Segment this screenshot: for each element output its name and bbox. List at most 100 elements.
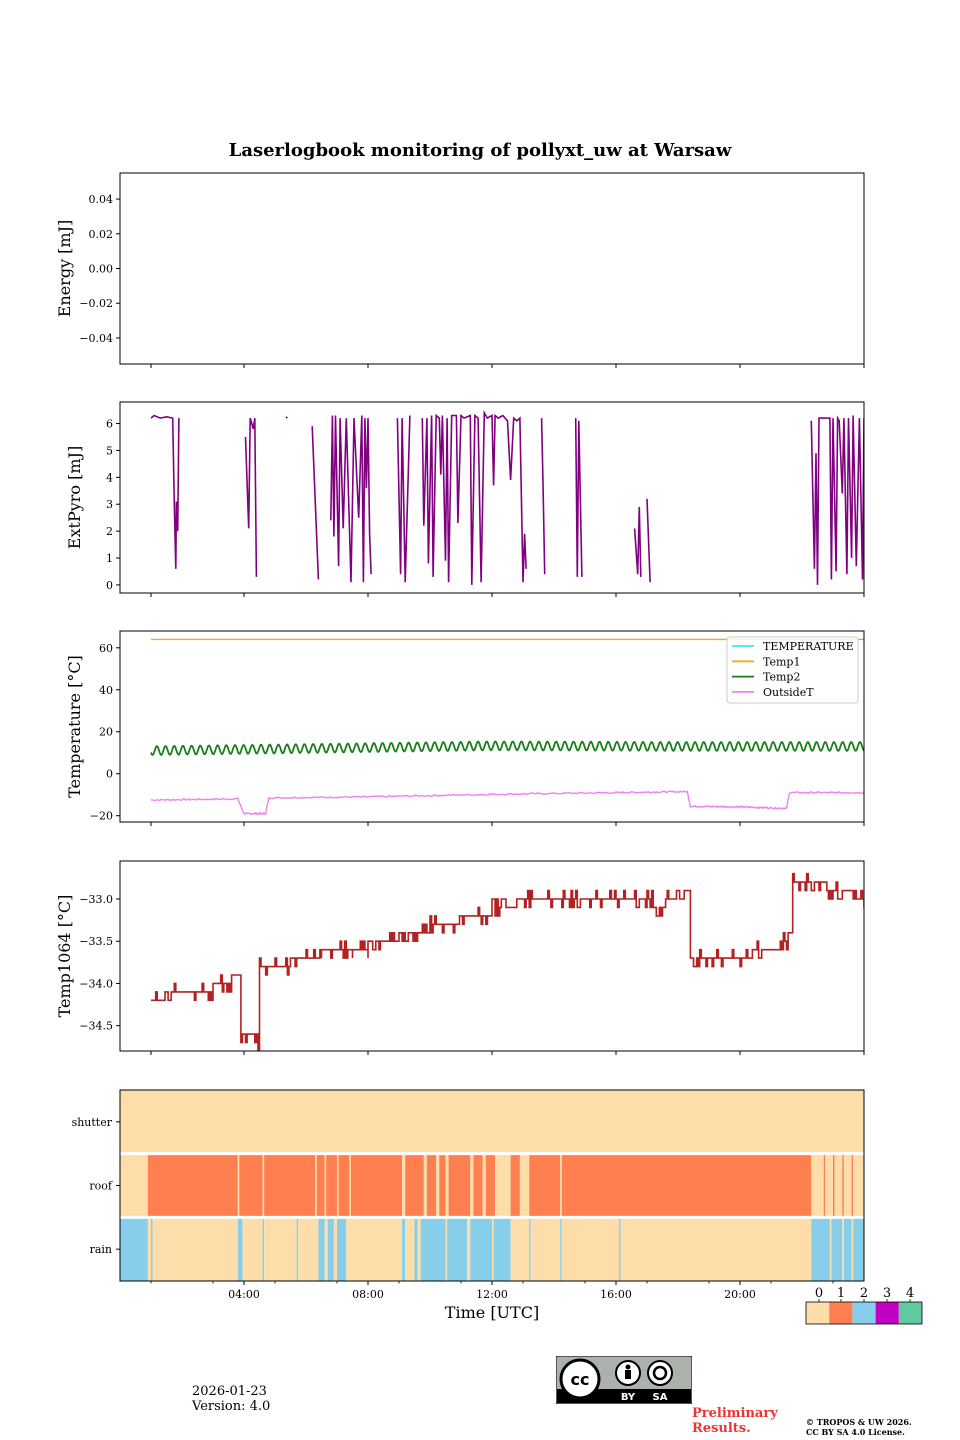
colorbar-swatch	[898, 1302, 922, 1324]
status-cell-rain	[120, 1217, 148, 1281]
row-label-roof: roof	[89, 1180, 113, 1193]
series-ExtPyro	[285, 416, 288, 419]
colorbar-label: 1	[837, 1286, 845, 1301]
series-ExtPyro	[396, 415, 411, 583]
status-cell-roof	[485, 1153, 496, 1218]
series-ExtPyro	[311, 426, 320, 580]
status-cell-rain	[333, 1217, 337, 1281]
ytick-label: 40	[99, 684, 113, 697]
xtick-label: 20:00	[724, 1288, 756, 1301]
colorbar-label: 2	[860, 1286, 868, 1301]
sa-icon	[647, 1360, 673, 1386]
legend-label-Temp1: Temp1	[763, 655, 800, 668]
status-cell-roof	[315, 1153, 317, 1218]
status-cell-roof	[482, 1153, 486, 1218]
plot-area-extpyro	[150, 409, 864, 585]
status-cell-rain	[346, 1217, 403, 1281]
status-cell-roof	[237, 1153, 240, 1218]
status-cell-rain	[842, 1217, 844, 1281]
series-OutsideT	[150, 790, 864, 816]
status-cell-rain	[510, 1217, 530, 1281]
panel-status: 04:00 08:00 12:00 16:00 20:00 shutter roof rain…	[72, 1089, 865, 1322]
status-cell-rain	[467, 1217, 471, 1281]
status-cell-roof	[823, 1153, 826, 1218]
ylabel-temp1064: Temp1064 [°C]	[55, 895, 74, 1018]
status-cell-roof	[436, 1153, 440, 1218]
ytick-label: 0.04	[89, 193, 114, 206]
axes-frame	[119, 630, 865, 823]
status-cell-rain	[851, 1217, 854, 1281]
status-cell-rain	[445, 1217, 448, 1281]
ytick-label: 3	[106, 498, 113, 511]
ytick-label: 0	[106, 579, 113, 592]
colorbar-swatch	[875, 1302, 899, 1324]
status-cell-roof	[405, 1153, 424, 1218]
ytick-label: 5	[106, 444, 113, 457]
preliminary-line2: Results.	[692, 1421, 751, 1436]
status-cell-shutter	[120, 1090, 864, 1154]
status-cell-rain	[530, 1217, 561, 1281]
legend-box	[726, 636, 859, 704]
status-cell-rain	[242, 1217, 263, 1281]
ylabel-energy: Energy [mJ]	[55, 220, 74, 318]
status-cell-roof	[264, 1153, 316, 1218]
status-cell-roof	[825, 1153, 833, 1218]
xtick-label: 04:00	[228, 1288, 260, 1301]
ytick-label: −0.04	[79, 332, 113, 345]
status-cell-roof	[147, 1153, 238, 1218]
status-cell-rain	[417, 1217, 421, 1281]
status-cell-roof	[316, 1153, 325, 1218]
cc-license-badge[interactable]: cc BY SA	[556, 1356, 692, 1404]
axes-frame	[119, 1089, 865, 1282]
status-cell-roof	[561, 1153, 812, 1218]
copyright-line2: CC BY SA 4.0 License.	[806, 1427, 905, 1437]
plot-area-temp1064	[151, 872, 864, 1051]
status-cell-roof	[324, 1153, 327, 1218]
status-cell-rain	[529, 1217, 531, 1281]
status-cell-roof	[853, 1153, 864, 1218]
status-cell-roof	[529, 1153, 561, 1218]
status-cell-rain	[147, 1217, 151, 1281]
status-cell-rain	[811, 1217, 830, 1281]
panel-energy: 0.04 0.02 0.00 −0.02 −0.04 Energy [mJ]	[55, 172, 865, 368]
status-cell-roof	[426, 1153, 437, 1218]
ytick-label: −33.5	[79, 935, 113, 948]
xtick-label: 16:00	[600, 1288, 632, 1301]
series-ExtPyro	[574, 418, 583, 577]
status-cell-rain	[327, 1217, 334, 1281]
ytick-label: 4	[106, 471, 113, 484]
status-cell-rain	[420, 1217, 446, 1281]
preliminary-line1: Preliminary	[692, 1406, 778, 1421]
status-cell-roof	[495, 1153, 511, 1218]
panel-extpyro: 0 1 2 3 4 5 6 ExtPyro [mJ]	[65, 401, 865, 597]
status-cell-rain	[831, 1217, 843, 1281]
cc-text: cc	[571, 1370, 590, 1389]
status-cell-rain	[843, 1217, 852, 1281]
status-cell-rain	[296, 1217, 299, 1281]
status-cell-rain	[619, 1217, 621, 1281]
ytick-label: −34.0	[79, 977, 113, 990]
status-cell-roof	[519, 1153, 530, 1218]
status-cell-roof	[350, 1153, 403, 1218]
status-cell-roof	[326, 1153, 337, 1218]
copyright-line1: © TROPOS & UW 2026.	[806, 1417, 912, 1427]
status-cell-rain	[237, 1217, 243, 1281]
status-cell-roof	[337, 1153, 339, 1218]
status-cell-rain	[447, 1217, 468, 1281]
footer-date-version: 2026-01-23 Version: 4.0	[192, 1384, 270, 1414]
xlabel: Time [UTC]	[445, 1303, 539, 1322]
series-Temp2	[150, 740, 864, 756]
ylabel-temperature: Temperature [°C]	[65, 655, 84, 798]
panel-temp1064: −33.0 −33.5 −34.0 −34.5 Temp1064 [°C]	[55, 860, 865, 1055]
ytick-label: 20	[99, 726, 113, 739]
figure-title: Laserlogbook monitoring of pollyxt_uw at…	[228, 140, 732, 161]
ytick-label: −0.02	[79, 297, 113, 310]
status-cell-roof	[349, 1153, 351, 1218]
ytick-label: 60	[99, 642, 113, 655]
ytick-label: 6	[106, 418, 113, 431]
status-cell-roof	[402, 1153, 406, 1218]
colorbar-swatch	[806, 1302, 830, 1324]
ytick-label: 2	[106, 525, 113, 538]
